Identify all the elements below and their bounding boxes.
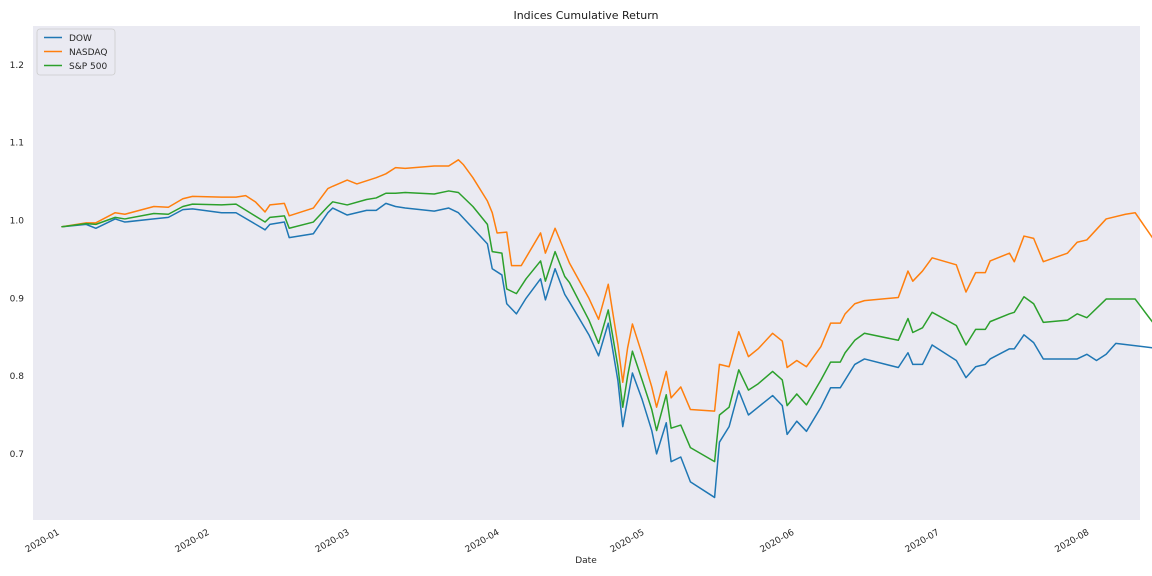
plot-area [33,26,1140,520]
y-tick-label: 0.9 [10,294,25,304]
y-tick-label: 1.2 [10,61,24,71]
chart-title: Indices Cumulative Return [513,9,658,22]
legend-frame [36,28,116,76]
x-axis-label: Date [575,556,597,566]
x-tick-labels: 2020-01 2020-02 2020-03 2020-04 2020-05 2020-… [24,528,1091,556]
x-tick-label: 2020-04 [464,528,502,556]
x-tick-label: 2020-03 [314,528,352,555]
x-tick-label: 2020-05 [609,528,647,555]
series-layer [61,159,1152,499]
y-tick-label: 1.0 [10,216,25,226]
y-tick-label: 1.1 [10,139,24,149]
legend-label-dow: DOW [69,34,92,44]
x-tick-label: 2020-07 [904,528,942,555]
x-tick-label: 2020-02 [174,528,212,555]
legend-label-nasdaq: NASDAQ [69,48,107,58]
x-tick-label: 2020-01 [24,528,62,555]
series-line-nasdaq [61,159,1152,412]
series-line-dow [61,202,1152,499]
y-tick-labels: 0.7 0.8 0.9 1.0 1.1 1.2 [10,61,25,460]
legend: DOW NASDAQ S&P 500 [36,28,116,76]
legend-label-sp500: S&P 500 [69,62,107,72]
x-tick-label: 2020-06 [759,528,797,556]
x-tick-label: 2020-08 [1054,528,1092,556]
y-tick-label: 0.8 [10,372,25,382]
series-line-sp500 [61,190,1152,463]
y-tick-label: 0.7 [10,450,24,460]
